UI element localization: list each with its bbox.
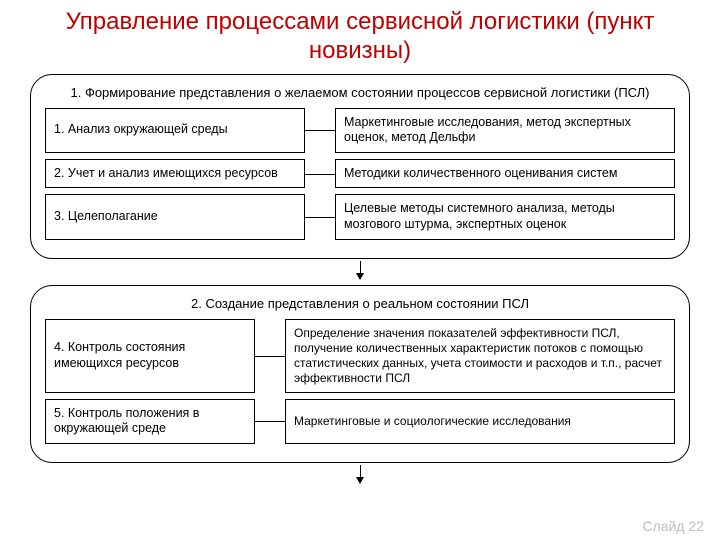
panel-2: 2. Создание представления о реальном сос… bbox=[30, 285, 690, 463]
connector bbox=[305, 159, 335, 189]
connector bbox=[305, 108, 335, 153]
panel1-row-1-right: Методики количественного оценивания сист… bbox=[335, 159, 675, 189]
connector bbox=[255, 399, 285, 444]
panel1-row-0-left: 1. Анализ окружающей среды bbox=[45, 108, 305, 153]
panel1-row-0-right: Маркетинговые исследования, метод экспер… bbox=[335, 108, 675, 153]
panel2-row-1-right: Маркетинговые и социологические исследов… bbox=[285, 399, 675, 444]
panel2-row-0-right: Определение значения показателей эффекти… bbox=[285, 319, 675, 393]
panel-1: 1. Формирование представления о желаемом… bbox=[30, 74, 690, 259]
connector bbox=[305, 194, 335, 239]
page-title: Управление процессами сервисной логистик… bbox=[0, 0, 720, 70]
arrow-down-2 bbox=[0, 467, 720, 485]
panel-2-header: 2. Создание представления о реальном сос… bbox=[45, 296, 675, 311]
panel1-row-1-left: 2. Учет и анализ имеющихся ресурсов bbox=[45, 159, 305, 189]
panel2-row-1-left: 5. Контроль положения в окружающей среде bbox=[45, 399, 255, 444]
arrow-down-1 bbox=[0, 263, 720, 281]
slide-number: Слайд 22 bbox=[642, 518, 704, 534]
panel2-row-0-left: 4. Контроль состояния имеющихся ресурсов bbox=[45, 319, 255, 393]
panel1-row-1: 2. Учет и анализ имеющихся ресурсов Мето… bbox=[45, 159, 675, 189]
panel1-row-0: 1. Анализ окружающей среды Маркетинговые… bbox=[45, 108, 675, 153]
panel-1-header: 1. Формирование представления о желаемом… bbox=[45, 85, 675, 100]
panel1-row-2-right: Целевые методы системного анализа, метод… bbox=[335, 194, 675, 239]
panel2-row-1: 5. Контроль положения в окружающей среде… bbox=[45, 399, 675, 444]
panel1-row-2: 3. Целеполагание Целевые методы системно… bbox=[45, 194, 675, 239]
panel2-row-0: 4. Контроль состояния имеющихся ресурсов… bbox=[45, 319, 675, 393]
connector bbox=[255, 319, 285, 393]
panel1-row-2-left: 3. Целеполагание bbox=[45, 194, 305, 239]
